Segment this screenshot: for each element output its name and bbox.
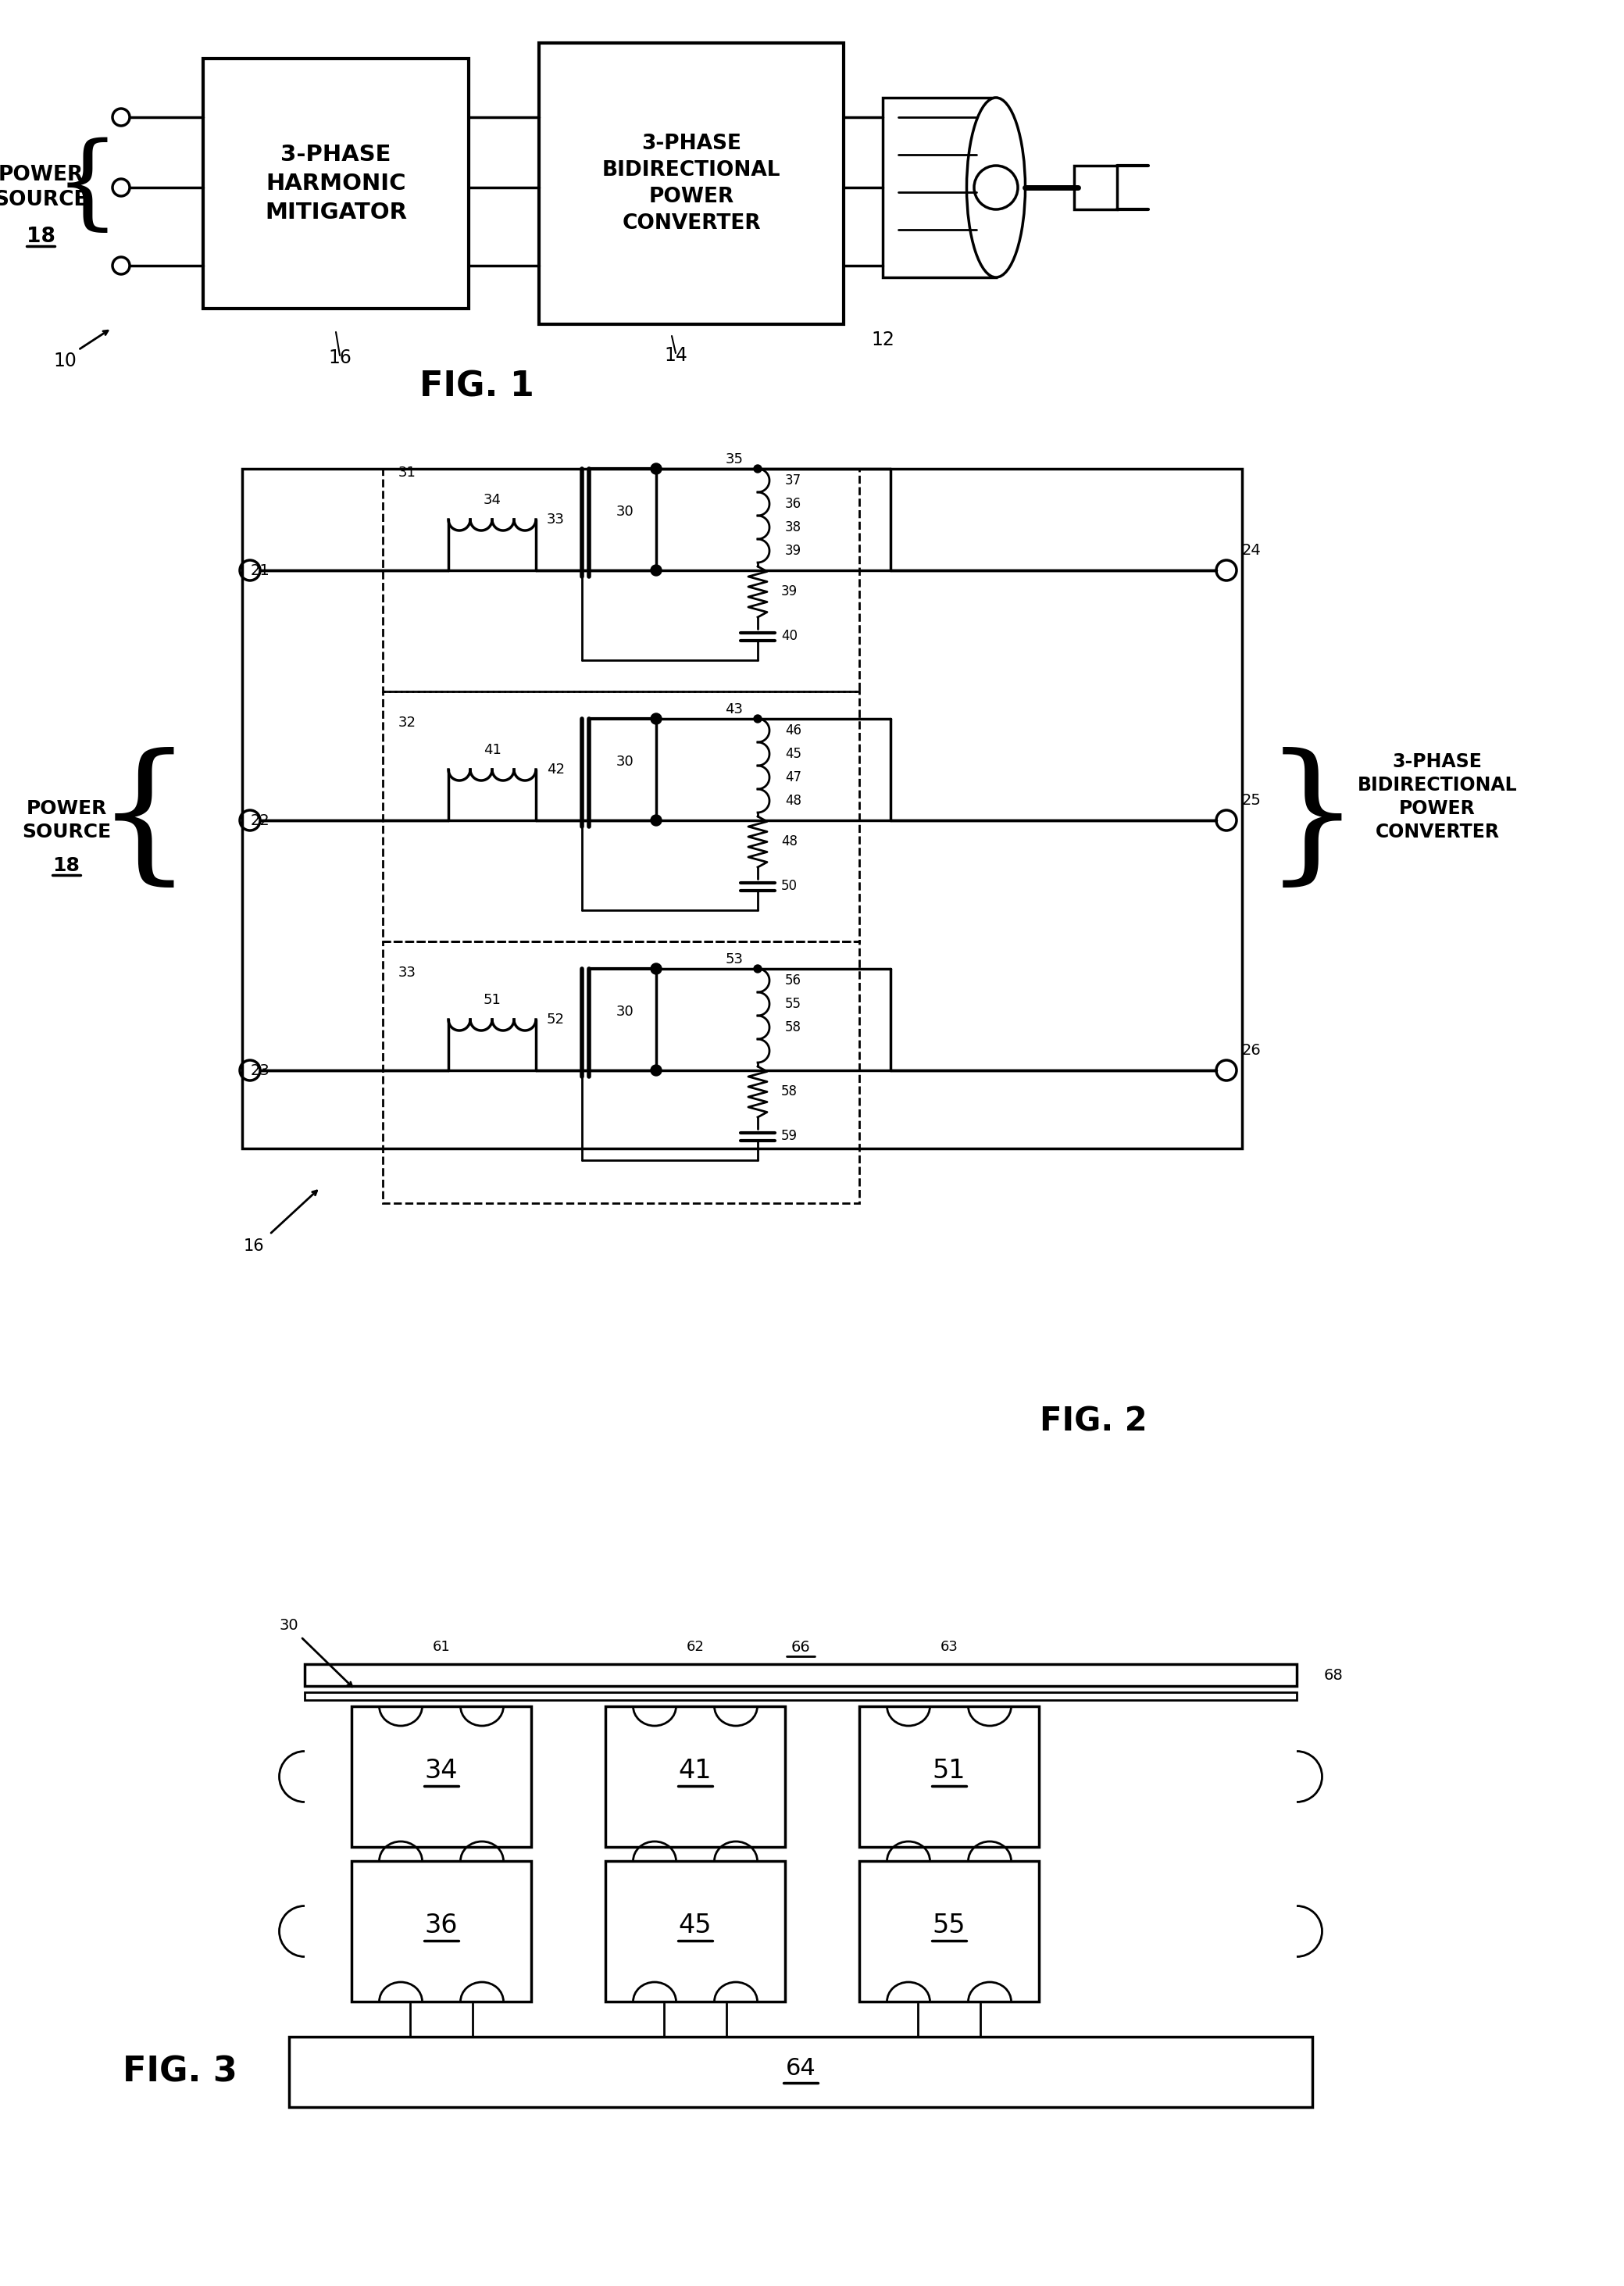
- Circle shape: [651, 464, 661, 473]
- Bar: [383, 690, 859, 942]
- Bar: [1073, 165, 1117, 210]
- Text: 33: 33: [398, 965, 416, 981]
- Text: 47: 47: [784, 770, 802, 784]
- Text: 26: 26: [1242, 1042, 1262, 1058]
- Text: 23: 23: [250, 1063, 270, 1077]
- Text: 24: 24: [1242, 544, 1262, 558]
- Bar: [539, 43, 843, 325]
- Circle shape: [754, 965, 762, 972]
- Circle shape: [651, 814, 661, 825]
- Text: {: {: [96, 748, 193, 894]
- Text: 40: 40: [781, 629, 797, 642]
- Bar: [351, 1861, 531, 2003]
- Text: 64: 64: [786, 2057, 815, 2080]
- Text: 18: 18: [52, 857, 80, 876]
- Text: 55: 55: [932, 1911, 966, 1939]
- Bar: [859, 1705, 1039, 1847]
- Bar: [351, 1705, 531, 1847]
- Text: 58: 58: [781, 1086, 797, 1100]
- Text: 34: 34: [425, 1758, 458, 1783]
- Circle shape: [754, 464, 762, 473]
- Text: FIG. 1: FIG. 1: [419, 370, 534, 405]
- Text: 30: 30: [615, 1006, 633, 1020]
- Text: 46: 46: [784, 722, 802, 738]
- Circle shape: [651, 1065, 661, 1077]
- Text: 39: 39: [781, 585, 797, 599]
- Text: 35: 35: [726, 453, 744, 466]
- Text: 61: 61: [432, 1639, 450, 1655]
- Text: 12: 12: [870, 331, 895, 350]
- Text: POWER
SOURCE: POWER SOURCE: [21, 800, 110, 841]
- Text: 62: 62: [687, 1639, 705, 1655]
- Circle shape: [651, 962, 661, 974]
- Text: 3-PHASE
HARMONIC
MITIGATOR: 3-PHASE HARMONIC MITIGATOR: [265, 144, 408, 224]
- Circle shape: [754, 716, 762, 722]
- Text: FIG. 2: FIG. 2: [1039, 1406, 1147, 1438]
- Text: 50: 50: [781, 878, 797, 894]
- Text: 38: 38: [784, 521, 802, 535]
- Bar: [606, 1861, 784, 2003]
- Bar: [859, 1861, 1039, 2003]
- Text: 10: 10: [54, 352, 76, 370]
- Text: 21: 21: [250, 562, 270, 578]
- Text: 32: 32: [398, 716, 416, 729]
- Text: 41: 41: [679, 1758, 711, 1783]
- Text: 34: 34: [482, 494, 502, 507]
- Bar: [305, 1692, 1296, 1701]
- Bar: [203, 59, 469, 309]
- Text: }: }: [1263, 748, 1361, 894]
- Text: 39: 39: [784, 544, 802, 558]
- Text: 56: 56: [784, 974, 802, 988]
- Text: 16: 16: [328, 347, 351, 368]
- Text: 25: 25: [1242, 793, 1262, 809]
- Text: 3-PHASE
BIDIRECTIONAL
POWER
CONVERTER: 3-PHASE BIDIRECTIONAL POWER CONVERTER: [1358, 752, 1517, 841]
- Text: 37: 37: [784, 473, 802, 487]
- Text: 48: 48: [781, 834, 797, 848]
- Text: 31: 31: [398, 466, 416, 480]
- Bar: [383, 469, 859, 690]
- Text: {: {: [55, 137, 120, 238]
- Text: 53: 53: [726, 953, 744, 967]
- Text: 52: 52: [547, 1013, 565, 1026]
- Text: 45: 45: [784, 748, 802, 761]
- Text: 42: 42: [547, 764, 565, 777]
- Text: 51: 51: [484, 992, 502, 1008]
- Text: 3-PHASE
BIDIRECTIONAL
POWER
CONVERTER: 3-PHASE BIDIRECTIONAL POWER CONVERTER: [603, 133, 781, 233]
- Text: 30: 30: [279, 1618, 299, 1632]
- Text: 36: 36: [425, 1911, 458, 1939]
- Text: 14: 14: [664, 345, 687, 366]
- Text: POWER
SOURCE: POWER SOURCE: [0, 165, 88, 210]
- Text: 45: 45: [679, 1911, 711, 1939]
- Text: 30: 30: [615, 754, 633, 768]
- Text: 51: 51: [932, 1758, 966, 1783]
- Bar: [242, 469, 1242, 1148]
- Bar: [383, 942, 859, 1202]
- Text: 63: 63: [940, 1639, 958, 1655]
- Text: 48: 48: [784, 793, 802, 807]
- Text: 33: 33: [547, 512, 565, 526]
- Circle shape: [651, 565, 661, 576]
- Ellipse shape: [966, 98, 1025, 277]
- Text: 66: 66: [791, 1639, 810, 1655]
- Text: 68: 68: [1324, 1666, 1343, 1682]
- Text: 16: 16: [244, 1239, 265, 1255]
- Bar: [883, 98, 996, 277]
- Text: 43: 43: [726, 702, 744, 716]
- Text: 22: 22: [250, 814, 270, 828]
- Bar: [606, 1705, 784, 1847]
- Text: 18: 18: [26, 226, 55, 247]
- Text: FIG. 3: FIG. 3: [122, 2055, 237, 2089]
- Text: 55: 55: [784, 997, 802, 1010]
- Circle shape: [651, 713, 661, 725]
- Text: 58: 58: [784, 1020, 802, 1033]
- Text: 30: 30: [615, 505, 633, 519]
- Text: 59: 59: [781, 1129, 797, 1143]
- Text: 36: 36: [784, 496, 802, 512]
- Bar: [305, 1664, 1296, 1687]
- Text: 41: 41: [484, 743, 502, 757]
- Bar: [289, 2037, 1312, 2108]
